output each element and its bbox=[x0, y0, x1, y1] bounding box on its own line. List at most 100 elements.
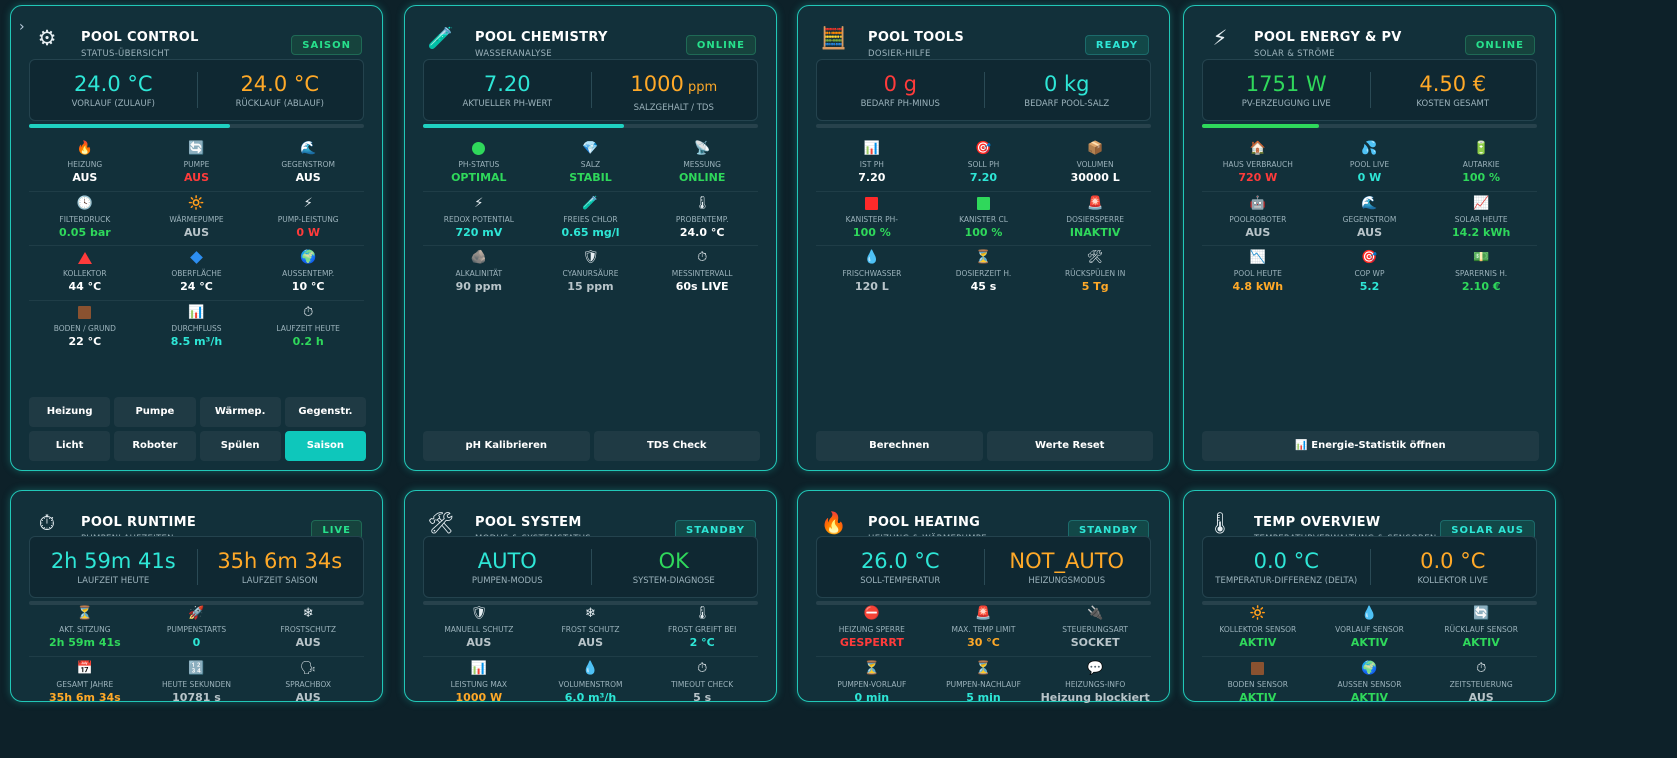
expand-chevron-icon[interactable]: › bbox=[19, 19, 25, 35]
primary-label: SALZGEHALT / TDS bbox=[633, 103, 714, 113]
progress-bar bbox=[423, 601, 758, 605]
progress-bar bbox=[29, 601, 364, 605]
primary-number: 7.20 bbox=[483, 72, 531, 96]
primary-value-right: 1000 ppm SALZGEHALT / TDS bbox=[591, 60, 758, 120]
metric-row: 🪨 ALKALINITÄT 90 ppm 🛡 CYANURSÄURE 15 ppm ⏱ MES… bbox=[423, 246, 758, 301]
metric-label: FREIES CHLOR bbox=[563, 214, 618, 224]
metric-label: FROSTSCHUTZ bbox=[280, 625, 336, 634]
metric-row: 🏠 HAUS VERBRAUCH 720 W 💦 POOL LIVE 0 W 🔋 AUTARK… bbox=[1202, 137, 1537, 192]
metric-label: AUSSEN SENSOR bbox=[1337, 680, 1402, 689]
metric-value: 5.2 bbox=[1359, 280, 1380, 293]
berechnen-button[interactable]: Berechnen bbox=[816, 431, 983, 461]
metric-value: STABIL bbox=[569, 171, 612, 184]
hourglass-icon: ⏳ bbox=[975, 661, 992, 676]
card-title: POOL RUNTIME bbox=[81, 515, 197, 530]
progress-fill bbox=[423, 124, 624, 128]
stopwatch-icon: ⏱ bbox=[697, 661, 708, 676]
chart-icon: 📊 bbox=[470, 661, 487, 676]
primary-value: 1751 W bbox=[1203, 72, 1370, 96]
roboter-button[interactable]: Roboter bbox=[114, 431, 196, 461]
stopwatch-icon: ⏱ bbox=[38, 511, 56, 535]
siren-icon: 🚨 bbox=[1087, 195, 1104, 211]
primary-value-left: 0 g BEDARF PH-MINUS bbox=[817, 60, 984, 120]
metrics-grid: 🔆 KOLLEKTOR SENSOR AKTIV 💧 VORLAUF SENSOR AKT… bbox=[1202, 602, 1537, 712]
snowflake-badge-icon: ❄ bbox=[302, 606, 314, 621]
metric-label: AUSSENTEMP. bbox=[282, 269, 335, 278]
tds-check-button[interactable]: TDS Check bbox=[593, 431, 760, 461]
rock-icon: 🪨 bbox=[470, 250, 487, 265]
metric-label: HEUTE SEKUNDEN bbox=[161, 680, 231, 689]
hourglass-icon: ⏳ bbox=[975, 250, 992, 265]
refresh-icon: 🔄 bbox=[1473, 606, 1490, 621]
primary-value-right: 4.50 € KOSTEN GESAMT bbox=[1370, 60, 1537, 120]
gem-icon: 💎 bbox=[582, 141, 599, 156]
metric-pump-leistung: ⚡ PUMP-LEISTUNG 0 W bbox=[252, 192, 364, 247]
werte-reset-button[interactable]: Werte Reset bbox=[986, 431, 1153, 461]
trend-up-icon: 📈 bbox=[1473, 195, 1490, 211]
metric-value: AUS bbox=[295, 691, 321, 704]
metric-value: AKTIV bbox=[1239, 691, 1277, 704]
metric-row: KOLLEKTOR 44 °C OBERFLÄCHE 24 °C 🌍 AUSSENTEMP… bbox=[29, 246, 364, 301]
metric-value: 0 bbox=[192, 636, 201, 649]
metric-gesamt-jahre: 📅 GESAMT JAHRE 35h 6m 34s bbox=[29, 657, 141, 712]
thermometer-icon: 🌡 bbox=[1206, 511, 1234, 535]
metric-kollektor: KOLLEKTOR 44 °C bbox=[29, 246, 141, 301]
metric-row: 🕓 FILTERDRUCK 0.05 bar 🔆 WÄRMEPUMPE AUS ⚡ PUMP-… bbox=[29, 192, 364, 247]
energie-statistik-offnen-button[interactable]: 📊 Energie-Statistik öffnen bbox=[1202, 431, 1539, 461]
pumpe-button[interactable]: Pumpe bbox=[114, 397, 196, 427]
metric-label: DURCHFLUSS bbox=[171, 323, 222, 333]
primary-value: 2h 59m 41s bbox=[30, 549, 197, 573]
metric-label: MESSUNG bbox=[683, 160, 721, 169]
warmep-button[interactable]: Wärmep. bbox=[199, 397, 281, 427]
primary-value: 24.0 °C bbox=[197, 72, 364, 96]
metric-label: FRISCHWASSER bbox=[842, 269, 902, 278]
saison-button[interactable]: Saison bbox=[284, 431, 366, 461]
flame-icon: 🔥 bbox=[76, 141, 93, 156]
tools-icon: 🛠 bbox=[1086, 250, 1104, 265]
progress-bar bbox=[1202, 601, 1537, 605]
metric-value: 120 L bbox=[854, 280, 889, 293]
gegenstr-button[interactable]: Gegenstr. bbox=[284, 397, 366, 427]
metric-value: AUS bbox=[295, 171, 321, 184]
metric-leistung-max: 📊 LEISTUNG MAX 1000 W bbox=[423, 657, 535, 712]
triangle-icon bbox=[29, 250, 141, 266]
metric-value: AUS bbox=[1245, 225, 1271, 239]
metric-label: MESSINTERVALL bbox=[671, 269, 733, 278]
status-badge: READY bbox=[1084, 35, 1149, 55]
primary-label: SYSTEM-DIAGNOSE bbox=[632, 576, 715, 586]
wave-icon: 🌊 bbox=[300, 141, 317, 156]
metric-label: POOL LIVE bbox=[1349, 160, 1390, 169]
house-icon: 🏠 bbox=[1249, 141, 1266, 156]
metric-boden-sensor: BODEN SENSOR AKTIV bbox=[1202, 657, 1314, 712]
metric-label: HEIZUNG bbox=[67, 160, 103, 169]
heizung-button[interactable]: Heizung bbox=[29, 397, 111, 427]
primary-label: BEDARF POOL-SALZ bbox=[1024, 99, 1110, 109]
metric-value: 720 mV bbox=[455, 225, 503, 239]
spulen-button[interactable]: Spülen bbox=[199, 431, 281, 461]
metrics-grid: PH-STATUS OPTIMAL 💎 SALZ STABIL 📡 MESSUNG ONLIN… bbox=[423, 137, 758, 301]
hourglass-icon: ⏳ bbox=[76, 606, 93, 621]
speech-bubble-icon: 💬 bbox=[1087, 661, 1104, 676]
box-icon: 📦 bbox=[1087, 141, 1104, 156]
metric-label: GEGENSTROM bbox=[281, 160, 335, 169]
metric-autarkie: 🔋 AUTARKIE 100 % bbox=[1425, 137, 1537, 192]
primary-value-left: 0.0 °C TEMPERATUR-DIFFERENZ (DELTA) bbox=[1203, 537, 1370, 597]
metric-volumenstrom: 💧 VOLUMENSTROM 6.0 m³/h bbox=[535, 657, 647, 712]
metric-row: 🤖 POOLROBOTER AUS 🌊 GEGENSTROM AUS 📈 SOLAR HEUT… bbox=[1202, 192, 1537, 246]
licht-button[interactable]: Licht bbox=[29, 431, 111, 461]
metric-value: 0.65 mg/l bbox=[561, 225, 620, 239]
shield-icon: 🛡 bbox=[582, 250, 599, 265]
metric-label: WÄRMEPUMPE bbox=[169, 214, 224, 224]
metric-label: PUMPEN-VORLAUF bbox=[837, 680, 907, 689]
primary-value: 0.0 °C bbox=[1370, 549, 1537, 573]
metric-label: PUMP-LEISTUNG bbox=[277, 214, 339, 224]
primary-label: SOLL-TEMPERATUR bbox=[860, 576, 941, 586]
metric-value: 4.8 kWh bbox=[1232, 280, 1284, 293]
ph-kalibrieren-button[interactable]: pH Kalibrieren bbox=[423, 431, 590, 461]
metric-heizungs-info: 💬 HEIZUNGS-INFO Heizung blockiert bbox=[1039, 657, 1151, 712]
hourglass-icon: ⏳ bbox=[863, 661, 880, 676]
primary-label: LAUFZEIT HEUTE bbox=[77, 576, 150, 586]
grid-icon: 🔢 bbox=[188, 661, 205, 676]
lightning-icon: ⚡ bbox=[303, 195, 313, 211]
primary-value: AUTO bbox=[424, 549, 591, 573]
